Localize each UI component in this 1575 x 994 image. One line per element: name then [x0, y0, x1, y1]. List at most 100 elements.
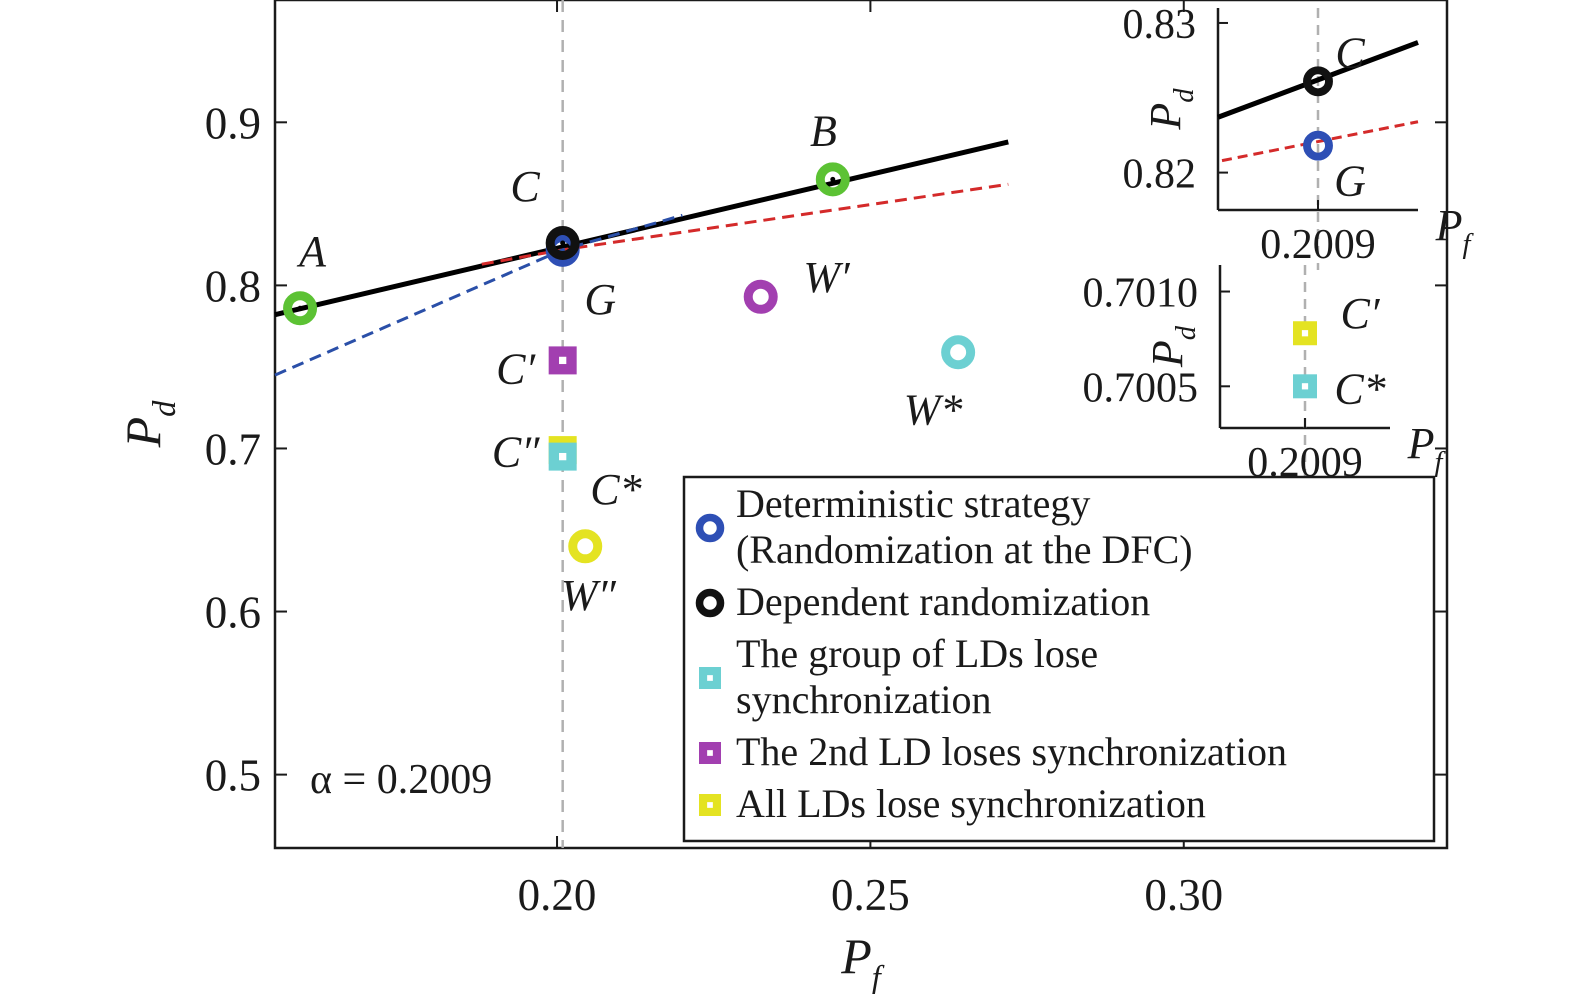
plot-frame: [273, 0, 1449, 850]
legend-entry-text: Dependent randomization: [736, 579, 1150, 624]
inset-x-label-main: P: [1435, 201, 1463, 250]
inset-y-tick-label: 0.7010: [1083, 271, 1199, 317]
x-tick-label: 0.20: [518, 870, 597, 920]
inset-x-tick-label: 0.2009: [1260, 222, 1376, 268]
point-C′-square-dot: [559, 356, 567, 365]
inset-y-label-main: P: [1141, 103, 1190, 131]
y-tick-label: 0.6: [205, 588, 261, 638]
point-label-A: A: [296, 227, 327, 276]
point-label-W*: W*: [904, 385, 963, 434]
roc-line-dashed-2: [274, 213, 683, 377]
point-C-ring: [545, 225, 580, 260]
y-axis-label-sub: d: [147, 400, 183, 417]
inset-point-C-ring: [1303, 66, 1333, 97]
inset-y-tick-label: 0.83: [1123, 2, 1197, 48]
inset-point-label-C: C: [1335, 28, 1365, 77]
x-axis-label-main: P: [840, 928, 872, 984]
inset-x-label-main: P: [1407, 419, 1435, 468]
inset-y-label-sub: d: [1169, 88, 1200, 103]
inset-roc-line-solid: [1217, 40, 1419, 120]
inset-point-label-C*: C*: [1334, 364, 1385, 413]
inset-x-label-sub: f: [1434, 447, 1446, 478]
x-axis-label: Pf: [840, 928, 885, 994]
inset-point-label-G: G: [1334, 157, 1366, 206]
point-C*: [548, 442, 577, 471]
legend-entry-text: The group of LDs lose: [736, 631, 1098, 676]
y-axis-label: Pd: [115, 400, 183, 449]
x-axis-label-sub: f: [872, 960, 885, 994]
point-center: [830, 176, 836, 182]
point-label-G: G: [584, 275, 616, 324]
legend-marker-2: [699, 667, 721, 689]
inset-point-G-ring: [1303, 130, 1333, 161]
inset-roc-line-dashed: [1221, 120, 1419, 163]
inset-point-C*-square-dot: [1301, 383, 1309, 390]
x-tick-label: 0.25: [831, 870, 910, 920]
inset-x-label: Pf: [1407, 419, 1447, 478]
point-W′: [743, 279, 778, 314]
inset-point-label-C′: C′: [1341, 289, 1381, 338]
inset-y-label-main: P: [1143, 340, 1192, 368]
point-W′-ring: [743, 279, 778, 314]
point-W″-ring: [568, 529, 603, 564]
inset-x-label-sub: f: [1462, 229, 1474, 260]
inset-point-C′-square-dot: [1301, 330, 1309, 337]
point-C*-square-dot: [559, 452, 567, 461]
point-label-C′: C′: [496, 345, 536, 394]
inset-y-label-text: Pd: [1143, 325, 1202, 368]
y-tick-label: 0.7: [205, 424, 261, 474]
x-tick-label: 0.30: [1144, 870, 1223, 920]
legend-marker-3: [699, 742, 721, 764]
inset-y-tick-label: 0.7005: [1083, 365, 1199, 411]
legend-box: [682, 475, 1436, 843]
point-label-W″: W″: [561, 571, 617, 620]
point-center: [297, 305, 303, 311]
y-tick-label: 0.8: [205, 261, 261, 311]
inset-y-label: Pd: [1143, 325, 1202, 368]
point-A-ring: [283, 291, 318, 326]
legend-marker-1: [695, 588, 725, 618]
point-W″: [568, 529, 603, 564]
y-axis-label-main: P: [115, 417, 171, 449]
point-label-B: B: [810, 106, 837, 155]
legend-marker-1-ring: [695, 588, 725, 618]
point-center: [560, 240, 566, 246]
y-axis-label-text: Pd: [115, 400, 183, 449]
inset-y-label-text: Pd: [1141, 88, 1200, 131]
alpha-annotation: α = 0.2009: [310, 757, 492, 803]
legend-entry-text: The 2nd LD loses synchronization: [736, 729, 1287, 774]
inset-y-label-sub: d: [1171, 325, 1202, 340]
legend-entry-text: Deterministic strategy: [736, 481, 1090, 526]
legend-marker-0-ring: [695, 513, 725, 543]
point-label-C*: C*: [590, 465, 641, 514]
inset-y-label: Pd: [1141, 88, 1200, 131]
main-plot: 0.20 0.25 0.300.50.60.70.80.9PfPdGABCW′W*W…: [115, 0, 1449, 994]
point-B: [815, 162, 850, 197]
point-C′: [548, 346, 577, 375]
legend: Deterministic strategy(Randomization at …: [682, 475, 1436, 843]
roc-line-solid: [274, 139, 1009, 318]
point-B-ring: [815, 162, 850, 197]
legend-marker-4: [699, 794, 721, 816]
point-label-C: C: [510, 162, 540, 211]
inset-x-label-text: Pf: [1435, 201, 1475, 260]
inset-y-tick-label: 0.82: [1123, 152, 1197, 198]
legend-marker-0: [695, 513, 725, 543]
legend-marker-4-square-dot: [707, 802, 713, 808]
inset-point-C′: [1293, 321, 1317, 346]
point-W*: [941, 335, 976, 370]
point-label-C″: C″: [492, 428, 540, 477]
legend-entry-text: All LDs lose synchronization: [736, 781, 1206, 826]
legend-entry-text: (Randomization at the DFC): [736, 527, 1193, 572]
legend-marker-3-square-dot: [707, 750, 713, 756]
legend-marker-2-square-dot: [707, 675, 713, 681]
point-W*-ring: [941, 335, 976, 370]
inset-point-G: [1303, 130, 1333, 161]
point-label-W′: W′: [803, 253, 851, 302]
point-C: [545, 225, 580, 260]
x-axis-label-text: Pf: [840, 928, 885, 994]
point-A: [283, 291, 318, 326]
